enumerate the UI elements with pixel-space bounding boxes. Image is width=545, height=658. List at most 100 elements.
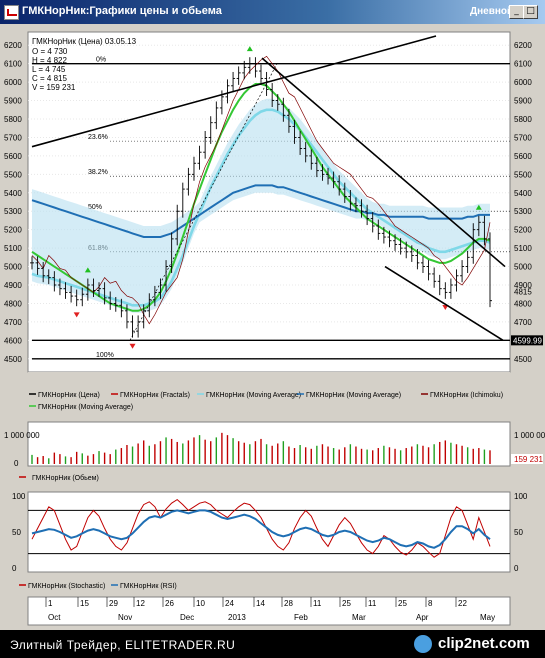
- trend-lines: [31, 35, 506, 342]
- y-tick-left: 4600: [4, 336, 22, 345]
- month-label: Nov: [118, 613, 132, 622]
- fib-label: 23.6%: [88, 134, 108, 141]
- y-tick-left: 6200: [4, 41, 22, 50]
- legend-label: ГМКНорНик (Обьем): [32, 474, 99, 482]
- y-tick-right: 5700: [514, 133, 532, 142]
- title-bar[interactable]: ГМКНорНик:Графики цены и обьема Дневной …: [0, 0, 545, 24]
- time-axis: [27, 596, 511, 626]
- down-fractal: [442, 304, 449, 310]
- y-tick-right: 5200: [514, 226, 532, 235]
- oscillator-lines: [31, 498, 491, 558]
- legend-label: ГМКНорНик (Fractals): [120, 392, 190, 399]
- volume-tick-right: 1 000 000: [514, 431, 545, 440]
- price-panel[interactable]: [27, 31, 511, 373]
- y-tick-left: 5600: [4, 152, 22, 161]
- legend-label: ГМКНорНик (Moving Average): [306, 392, 401, 399]
- fib-label: 50%: [88, 204, 102, 211]
- y-tick-left: 5900: [4, 97, 22, 106]
- info-open: O = 4 730: [32, 47, 68, 56]
- month-label: 2013: [228, 613, 246, 622]
- up-fractal: [246, 46, 253, 52]
- trend-line-down-lower: [384, 265, 504, 342]
- y-tick-left: 5100: [4, 244, 22, 253]
- day-label: 14: [256, 599, 265, 608]
- maximize-button[interactable]: □: [523, 5, 538, 19]
- date-labels: 1 15 29 12 26 10 24 14 28 11 25 11 25 8 22 Oct Nov Dec 201…: [45, 597, 495, 622]
- y-tick-right: 5600: [514, 152, 532, 161]
- volume-last-box: [511, 454, 543, 464]
- day-label: 25: [342, 599, 351, 608]
- y-tick-left: 5400: [4, 189, 22, 198]
- day-label: 15: [80, 599, 89, 608]
- y-tick-right: 6200: [514, 41, 532, 50]
- day-label: 25: [398, 599, 407, 608]
- day-label: 24: [225, 599, 234, 608]
- day-label: 26: [165, 599, 174, 608]
- month-label: Dec: [180, 613, 194, 622]
- osc-tick-left: 50: [12, 528, 21, 537]
- fib-label: 100%: [96, 352, 114, 359]
- y-tick-left: 4700: [4, 318, 22, 327]
- period-label[interactable]: Дневной: [470, 6, 514, 17]
- volume-last-label: 159 231: [514, 455, 543, 464]
- y-tick-right: 5800: [514, 115, 532, 124]
- volume-tick-left: 1 000 000: [4, 431, 40, 440]
- price-bars: [30, 57, 492, 338]
- day-label: 28: [284, 599, 293, 608]
- day-label: 11: [368, 599, 377, 608]
- day-label: 1: [48, 599, 53, 608]
- month-label: May: [480, 613, 495, 622]
- cursor-price-box: [511, 335, 543, 346]
- y-tick-right: 6000: [514, 78, 532, 87]
- ma-line: [31, 108, 491, 307]
- y-tick-right: 4700: [514, 318, 532, 327]
- chart-canvas[interactable]: 4500450046004600470047004800480049004900…: [0, 24, 545, 630]
- down-fractal: [129, 343, 136, 349]
- y-tick-left: 5500: [4, 170, 22, 179]
- y-tick-right: 5500: [514, 170, 532, 179]
- y-tick-left: 5800: [4, 115, 22, 124]
- up-fractal: [84, 267, 91, 273]
- month-label: Mar: [352, 613, 366, 622]
- day-label: 8: [428, 599, 433, 608]
- y-tick-right: 5100: [514, 244, 532, 253]
- osc-tick-right: 0: [514, 564, 519, 573]
- ma-line: [31, 184, 490, 238]
- footer-caption: Элитный Трейдер, ELITETRADER.RU: [10, 638, 236, 652]
- month-label: Oct: [48, 613, 61, 622]
- price-legend: ГМКНорНик (Цена) ГМКНорНик (Fractals) ГМКН…: [29, 392, 503, 411]
- window-title: ГМКНорНик:Графики цены и обьема: [22, 5, 222, 17]
- y-tick-right: 5300: [514, 207, 532, 216]
- info-header: ГМКНорНик (Цена) 03.05.13: [32, 37, 137, 46]
- legend-label: ГМКНорНик (Цена): [38, 392, 100, 399]
- info-volume: V = 159 231: [32, 83, 76, 92]
- osc-tick-left: 0: [12, 564, 17, 573]
- month-label: Feb: [294, 613, 308, 622]
- y-tick-right: 5000: [514, 263, 532, 272]
- trend-line-dashed: [129, 61, 279, 341]
- ichimoku-cloud: [32, 98, 490, 313]
- info-low: L = 4 745: [32, 65, 66, 74]
- minimize-button[interactable]: _: [509, 5, 524, 19]
- clip2net-logo[interactable]: clip2net.com: [414, 634, 536, 654]
- trend-line-up: [31, 35, 437, 148]
- y-tick-left: 5200: [4, 226, 22, 235]
- price-y-axis: 4500450046004600470047004800480049004900…: [4, 41, 543, 364]
- y-tick-left: 6100: [4, 60, 22, 69]
- down-fractal: [73, 312, 80, 318]
- oscillator-legend: ГМКНорНик (Stochastic) ГМКНорНик (RSI): [19, 583, 177, 590]
- month-label: Apr: [416, 613, 429, 622]
- logo-text: clip2net.com: [438, 635, 530, 652]
- y-tick-right: 4800: [514, 299, 532, 308]
- footer-bar: Элитный Трейдер, ELITETRADER.RU clip2net…: [0, 630, 545, 658]
- y-tick-left: 4500: [4, 355, 22, 364]
- volume-panel[interactable]: [27, 421, 511, 467]
- osc-tick-right: 100: [514, 492, 528, 501]
- osc-tick-left: 100: [12, 492, 26, 501]
- fractal-markers: [73, 46, 482, 349]
- day-label: 29: [109, 599, 118, 608]
- volume-bars: [31, 432, 491, 464]
- osc-tick-right: 50: [514, 528, 523, 537]
- info-high: H = 4 822: [32, 56, 67, 65]
- osc-line: [31, 509, 491, 549]
